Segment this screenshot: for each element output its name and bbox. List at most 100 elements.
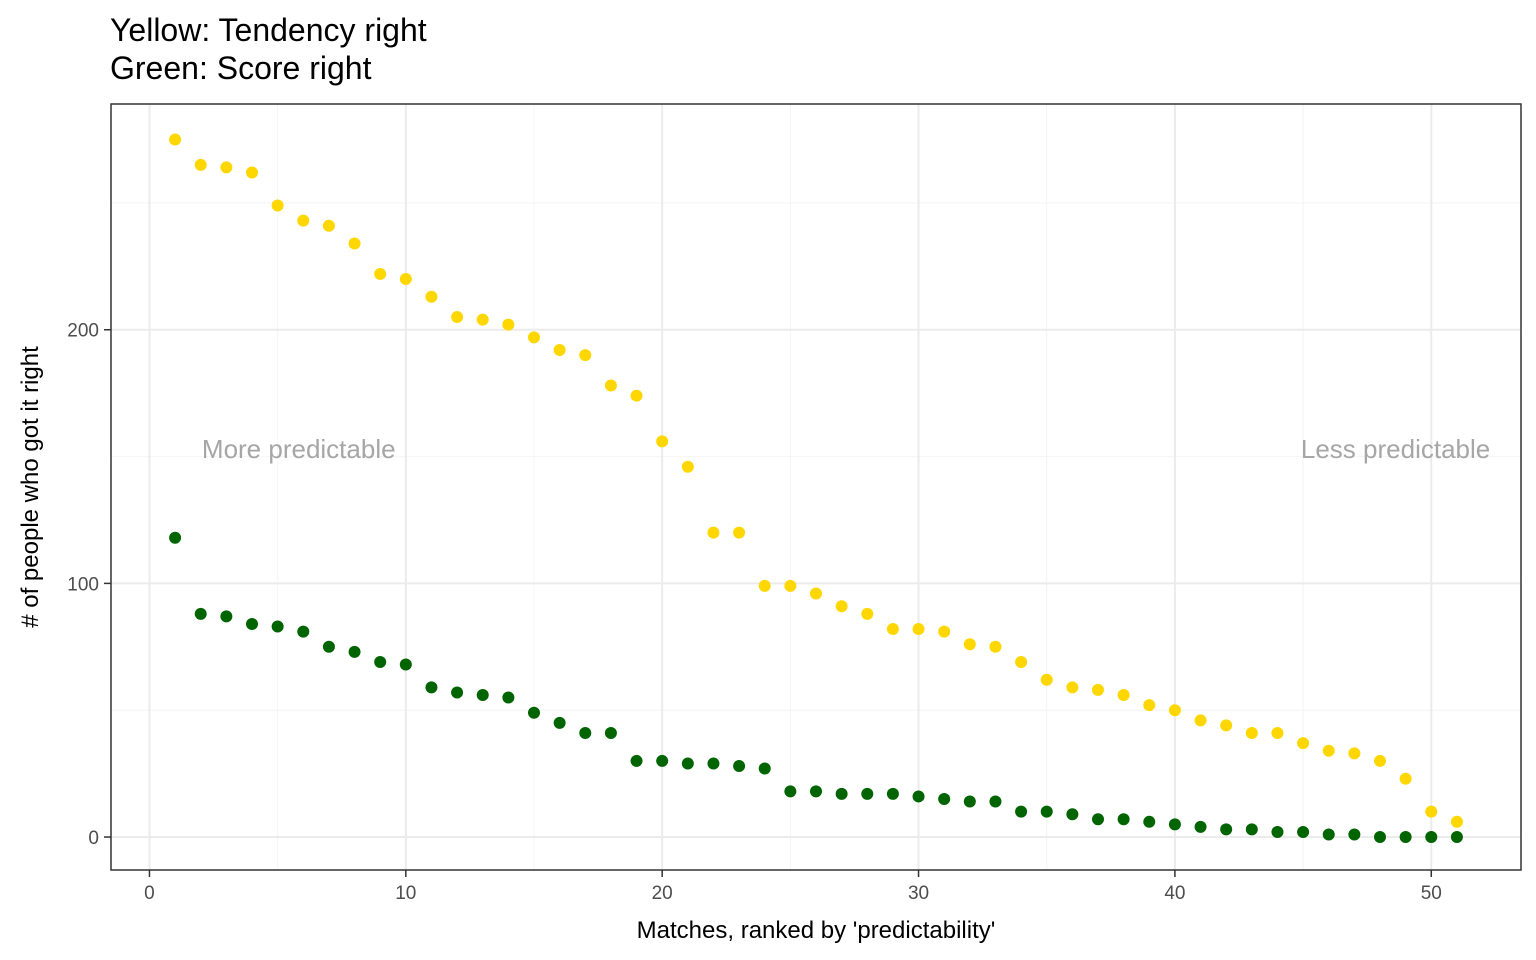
data-point-series-1: [656, 435, 669, 448]
data-point-series-1: [707, 526, 720, 539]
data-point-series-2: [938, 792, 951, 805]
data-point-series-1: [1194, 714, 1207, 727]
data-point-series-2: [1117, 813, 1130, 826]
annotation-label: More predictable: [202, 434, 396, 464]
chart-title-line-2: Green: Score right: [110, 50, 372, 86]
x-tick-label: 40: [1164, 883, 1185, 904]
data-point-series-2: [630, 754, 643, 767]
data-point-series-1: [528, 331, 540, 344]
data-point-series-2: [1040, 805, 1053, 818]
y-tick-label: 0: [88, 828, 99, 849]
data-point-series-1: [835, 600, 848, 613]
data-point-series-1: [476, 313, 489, 326]
data-point-series-1: [1245, 727, 1258, 740]
data-point-series-2: [1322, 828, 1335, 841]
data-point-series-2: [271, 620, 284, 633]
data-point-series-2: [1015, 805, 1028, 818]
data-point-series-2: [707, 757, 720, 770]
data-point-series-1: [1066, 681, 1079, 694]
data-point-series-1: [502, 318, 515, 331]
data-point-series-2: [374, 656, 387, 669]
data-point-series-1: [630, 389, 643, 402]
data-point-series-2: [194, 607, 207, 620]
data-point-series-1: [963, 638, 976, 651]
data-point-series-2: [425, 681, 438, 694]
data-point-series-2: [246, 617, 258, 630]
data-point-series-1: [810, 587, 822, 600]
data-point-series-1: [989, 640, 1002, 653]
data-point-series-2: [1399, 831, 1412, 844]
data-point-series-2: [502, 691, 515, 704]
data-point-series-2: [886, 787, 899, 800]
data-point-series-1: [194, 158, 207, 171]
x-tick-label: 30: [908, 883, 929, 904]
data-point-series-1: [271, 199, 284, 212]
gridlines: [111, 104, 1521, 870]
data-point-series-2: [784, 785, 797, 798]
data-point-series-1: [1117, 688, 1130, 701]
data-point-series-1: [246, 166, 258, 179]
data-point-series-1: [1092, 683, 1104, 696]
data-point-series-2: [297, 625, 310, 638]
data-point-series-1: [861, 607, 874, 620]
data-point-series-2: [1143, 815, 1156, 828]
axes: 0 10 20 30 40 50 0 100 200: [67, 321, 1442, 904]
data-point-series-1: [912, 623, 925, 636]
data-point-series-2: [451, 686, 464, 699]
data-point-series-1: [1297, 737, 1310, 750]
plot-panel: [111, 104, 1521, 870]
data-point-series-2: [912, 790, 925, 803]
data-point-series-2: [220, 610, 233, 623]
x-tick-label: 50: [1421, 883, 1442, 904]
data-point-series-2: [579, 727, 592, 740]
data-point-series-1: [733, 526, 746, 539]
y-axis-title: # of people who got it right: [17, 346, 44, 628]
data-point-series-1: [1322, 744, 1335, 757]
data-points: [169, 133, 1463, 844]
data-point-series-1: [451, 311, 464, 324]
data-point-series-2: [399, 658, 412, 671]
data-point-series-2: [989, 795, 1002, 808]
x-tick-label: 10: [395, 883, 416, 904]
data-point-series-2: [861, 787, 874, 800]
data-point-series-2: [733, 760, 746, 773]
data-point-series-1: [1040, 673, 1053, 686]
data-point-series-2: [1092, 813, 1104, 826]
data-point-series-2: [169, 531, 182, 544]
data-point-series-1: [1271, 727, 1284, 740]
data-point-series-1: [886, 623, 899, 636]
data-point-series-2: [1348, 828, 1361, 841]
data-point-series-1: [1143, 699, 1156, 712]
panel-border: [110, 103, 1522, 871]
data-point-series-2: [348, 645, 361, 658]
data-point-series-1: [784, 579, 797, 592]
data-point-series-1: [1220, 719, 1233, 732]
data-point-series-1: [322, 219, 335, 232]
data-point-series-1: [297, 214, 310, 227]
data-point-series-2: [553, 716, 566, 729]
x-tick-label: 0: [144, 883, 155, 904]
y-tick-label: 200: [67, 321, 99, 342]
data-point-series-2: [1066, 808, 1079, 821]
data-point-series-2: [528, 706, 540, 719]
x-axis-title: Matches, ranked by 'predictability': [637, 917, 996, 944]
data-point-series-1: [1450, 815, 1463, 828]
data-point-series-1: [220, 161, 233, 174]
data-point-series-2: [1168, 818, 1181, 831]
data-point-series-1: [399, 273, 412, 286]
chart-title-line-1: Yellow: Tendency right: [110, 12, 427, 48]
data-point-series-2: [322, 640, 335, 653]
data-point-series-1: [169, 133, 182, 146]
data-point-series-2: [1450, 831, 1463, 844]
data-point-series-2: [1374, 831, 1386, 844]
data-point-series-1: [1348, 747, 1361, 760]
data-point-series-2: [810, 785, 822, 798]
data-point-series-2: [476, 688, 489, 701]
data-point-series-1: [1015, 656, 1028, 669]
data-point-series-2: [604, 727, 617, 740]
data-point-series-2: [656, 754, 669, 767]
data-point-series-2: [758, 762, 771, 775]
data-point-series-1: [1374, 754, 1386, 767]
